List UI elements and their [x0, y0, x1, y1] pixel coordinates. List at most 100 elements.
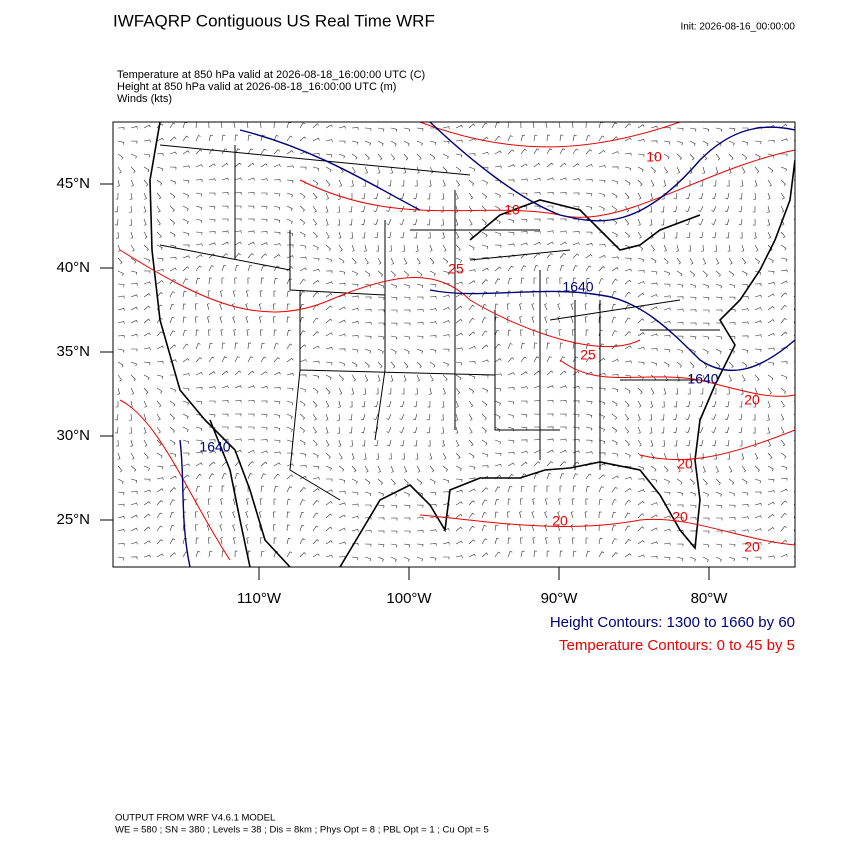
wind-barb [221, 134, 226, 142]
wind-barb [585, 356, 592, 363]
wind-barb [468, 361, 476, 364]
wind-barb [598, 486, 604, 493]
wind-barb [182, 231, 190, 237]
wind-barb [234, 413, 242, 417]
wind-barb [390, 322, 398, 326]
wind-barb [208, 342, 213, 350]
wind-barb [208, 218, 216, 223]
wind-barb [234, 230, 242, 234]
wind-barb [416, 517, 424, 520]
wind-barb [169, 179, 176, 185]
wind-barb [156, 477, 164, 480]
wind-barb [688, 244, 692, 252]
wind-barb [208, 134, 213, 142]
wind-barb [377, 283, 385, 289]
wind-barb [711, 218, 717, 225]
wind-barb [700, 179, 704, 187]
wind-barb [364, 348, 371, 354]
wind-barb [455, 413, 459, 421]
wind-barb [520, 450, 528, 454]
wind-barb [702, 478, 708, 486]
wind-barb [403, 270, 410, 277]
wind-barb [468, 192, 474, 200]
wind-barb [156, 488, 164, 493]
wind-barb [351, 515, 359, 519]
wind-barb [143, 478, 151, 482]
wind-barb [676, 543, 684, 547]
wind-barb [673, 413, 678, 421]
wind-barb [689, 517, 697, 521]
wind-barb [520, 178, 528, 182]
wind-barb [234, 252, 241, 259]
wind-barb [455, 526, 463, 532]
wind-barb [169, 303, 175, 311]
wind-barb [571, 329, 575, 337]
wind-barb [455, 305, 463, 311]
wind-barb [754, 542, 762, 545]
wind-barb [248, 426, 255, 430]
wind-barb [741, 153, 748, 160]
wind-barb [676, 244, 679, 252]
wind-barb [299, 359, 307, 363]
wind-barb [676, 478, 683, 485]
wind-barb [351, 270, 358, 276]
wind-barb [143, 270, 151, 274]
wind-barb [754, 348, 762, 352]
wind-barb [507, 372, 515, 376]
wind-barb [351, 556, 359, 561]
wind-barb [234, 485, 238, 493]
wind-barb [780, 292, 788, 298]
wind-barb [598, 149, 606, 155]
wind-barb [780, 525, 787, 532]
wind-barb [403, 491, 410, 497]
wind-barb [195, 265, 202, 272]
wind-barb [429, 321, 437, 324]
wind-barb [169, 317, 175, 324]
wind-barb [585, 149, 592, 155]
wind-barb [169, 439, 176, 446]
wind-barb [117, 127, 125, 131]
wind-barb [468, 269, 476, 272]
wind-barb [559, 230, 567, 234]
wind-barb [481, 136, 489, 142]
wind-barb [663, 307, 671, 311]
wind-barb [427, 192, 431, 200]
wind-barb [338, 387, 343, 395]
wind-barb [767, 439, 771, 447]
wind-barb [650, 306, 658, 311]
wind-barb [689, 309, 697, 313]
wind-barb [650, 514, 658, 519]
wind-barb [403, 283, 410, 289]
wind-barb [247, 241, 255, 246]
wind-barb [689, 322, 697, 326]
wind-barb [716, 530, 723, 534]
wind-barb [286, 524, 290, 532]
wind-barb [338, 306, 346, 311]
wind-barb [676, 465, 681, 473]
wind-barb [767, 465, 774, 472]
wind-barb [572, 134, 577, 142]
wind-barb [780, 192, 785, 200]
wind-barb [364, 374, 369, 382]
wind-barb [728, 478, 735, 485]
wind-barb [286, 551, 293, 558]
wind-barb [546, 230, 554, 234]
wind-barb [637, 218, 641, 226]
wind-barb [234, 191, 242, 195]
wind-barb [702, 270, 708, 277]
wind-barb [520, 242, 528, 246]
wind-barb [728, 491, 736, 497]
wind-barb [494, 343, 501, 350]
wind-barb [169, 344, 177, 350]
wind-barb [716, 517, 723, 521]
wind-barb [312, 345, 320, 350]
wind-barb [442, 374, 448, 382]
wind-barb [299, 538, 305, 545]
wind-barb [572, 148, 579, 155]
wind-barb [429, 270, 436, 276]
wind-barb [455, 332, 463, 337]
wind-barb [221, 241, 229, 246]
wind-barb [611, 511, 616, 519]
wind-barb [572, 461, 580, 467]
wind-barb [598, 254, 606, 259]
